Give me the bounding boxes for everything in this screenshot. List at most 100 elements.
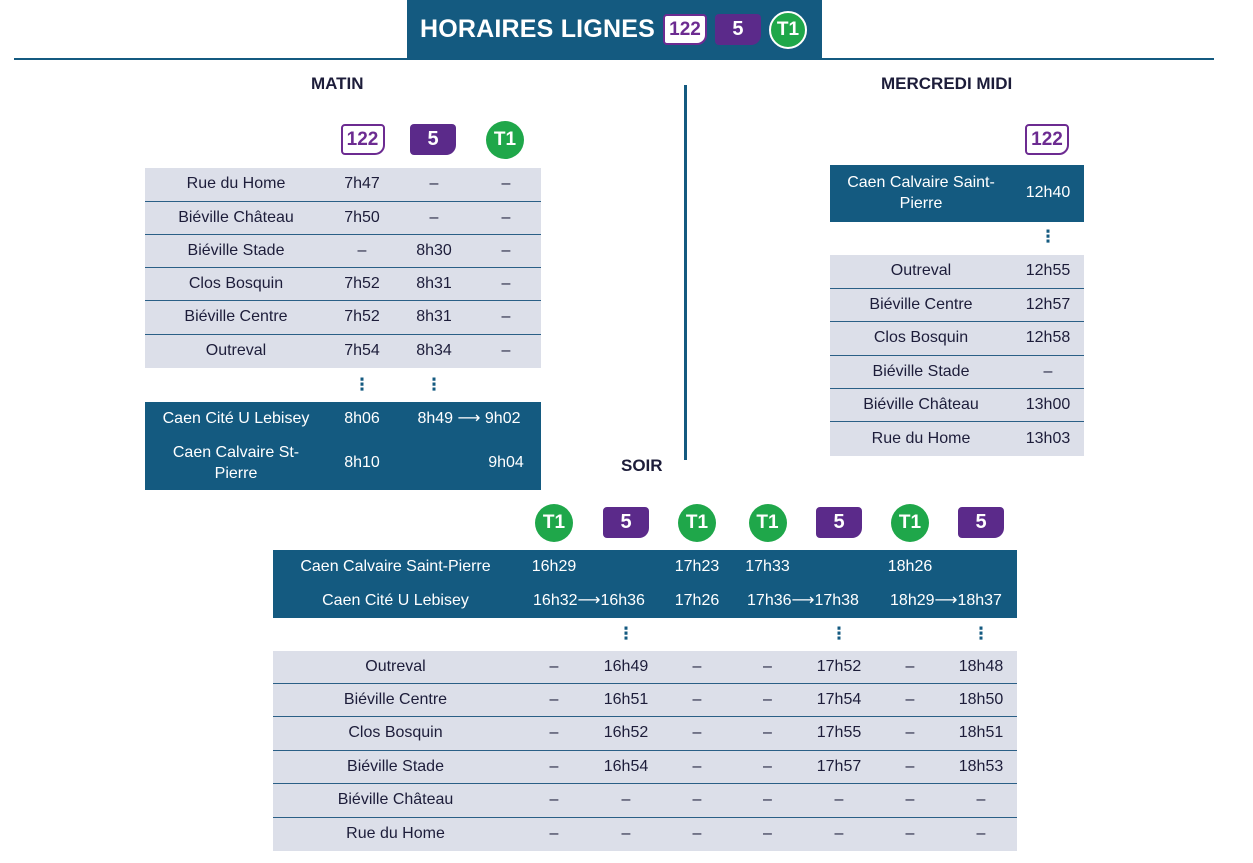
- time-cell: –: [549, 690, 559, 708]
- time-cell: –: [834, 825, 844, 843]
- line-5-badge: 5: [603, 507, 649, 538]
- table-row: Biéville Château 7h50 – –: [145, 202, 541, 235]
- soir-col-6: T1: [875, 504, 945, 542]
- table-row: Biéville Centre 7h52 8h31 –: [145, 301, 541, 335]
- mercredi-col-122: 122: [1024, 124, 1070, 155]
- table-row: Clos Bosquin 12h58: [830, 322, 1084, 356]
- continuation-dots: ⋮: [830, 624, 848, 643]
- time-cell: –: [692, 757, 702, 775]
- time-cell: 8h31: [416, 308, 452, 326]
- time-cell: –: [501, 308, 511, 326]
- soir-timetable: T1 5 T1 T1 5 T1 5 Caen Calvaire Saint-Pi…: [273, 503, 1017, 851]
- table-row: Outreval – 16h49 – – 17h52 – 18h48: [273, 651, 1017, 684]
- time-cell: 7h54: [344, 342, 380, 360]
- line-5-badge: 5: [816, 507, 862, 538]
- time-cell: 18h26: [887, 557, 933, 575]
- stop-name: Outreval: [890, 262, 952, 280]
- time-cell: –: [549, 757, 559, 775]
- time-cell: –: [501, 208, 511, 226]
- time-cell: 12h55: [1025, 262, 1071, 280]
- table-row: Caen Calvaire St-Pierre 8h10 9h04: [145, 437, 541, 490]
- time-cell: 17h23: [674, 557, 720, 575]
- table-row: Rue du Home 13h03: [830, 422, 1084, 456]
- time-cell: 7h50: [344, 208, 380, 226]
- time-cell: 9h04: [488, 454, 524, 472]
- time-cell: 16h52: [603, 724, 649, 742]
- continuation-dots: ⋮: [1039, 227, 1057, 246]
- time-cell: –: [692, 690, 702, 708]
- line-t1-badge: T1: [891, 504, 929, 542]
- stop-name: Biéville Centre: [343, 690, 448, 708]
- table-row: Outreval 12h55: [830, 255, 1084, 289]
- time-cell: –: [1043, 362, 1053, 380]
- time-cell: 18h29⟶18h37: [890, 591, 1002, 609]
- time-cell: 8h30: [416, 241, 452, 259]
- time-cell: –: [905, 724, 915, 742]
- table-row: Biéville Stade – 16h54 – – 17h57 – 18h53: [273, 751, 1017, 784]
- time-cell: –: [905, 657, 915, 675]
- time-cell: 17h26: [674, 591, 720, 609]
- line-t1-badge: T1: [748, 504, 787, 542]
- time-cell: 16h51: [603, 690, 649, 708]
- matin-col-t1: T1: [485, 121, 525, 159]
- time-cell: –: [429, 208, 439, 226]
- matin-col-5: 5: [410, 124, 456, 155]
- stop-name: Rue du Home: [186, 175, 286, 193]
- continuation-dots: ⋮: [617, 624, 635, 643]
- time-cell: –: [763, 791, 772, 809]
- page-title: HORAIRES LIGNES: [420, 15, 655, 43]
- time-cell: 8h31: [416, 274, 452, 292]
- soir-title: SOIR: [621, 456, 663, 475]
- table-row: Biéville Centre 12h57: [830, 289, 1084, 322]
- line-5-badge: 5: [714, 14, 761, 45]
- mercredi-title: MERCREDI MIDI: [881, 74, 1013, 93]
- time-cell: –: [763, 757, 772, 775]
- time-cell: 18h51: [958, 724, 1004, 742]
- time-cell: –: [763, 690, 772, 708]
- line-122-badge: 122: [662, 14, 707, 45]
- soir-col-2: 5: [590, 507, 662, 538]
- mercredi-timetable: 122 Caen Calvaire Saint-Pierre 12h40 ⋮ O…: [830, 122, 1084, 456]
- time-cell: 16h54: [603, 757, 649, 775]
- time-cell: –: [621, 791, 631, 809]
- stop-name: Biéville Château: [863, 395, 979, 413]
- time-cell: 13h00: [1025, 395, 1071, 413]
- header-rule: [14, 58, 1214, 60]
- time-cell: 17h36⟶17h38: [747, 591, 859, 609]
- time-cell: –: [357, 241, 367, 259]
- time-cell: 17h33: [745, 557, 790, 575]
- matin-title: MATIN: [311, 74, 364, 93]
- table-row: Caen Calvaire Saint-Pierre 16h29 17h23 1…: [273, 550, 1017, 584]
- time-cell: –: [429, 175, 439, 193]
- matin-timetable: 122 5 T1 Rue du Home 7h47 – – Biéville C…: [145, 120, 541, 492]
- stop-name: Clos Bosquin: [348, 724, 443, 742]
- time-cell: –: [501, 274, 511, 292]
- time-cell: –: [905, 757, 915, 775]
- time-cell: –: [905, 791, 915, 809]
- time-cell: –: [976, 825, 986, 843]
- time-cell: 12h57: [1025, 295, 1071, 313]
- line-122-badge: 122: [1025, 124, 1069, 155]
- table-row: Biéville Stade –: [830, 356, 1084, 389]
- time-cell: –: [692, 657, 702, 675]
- time-cell: 17h52: [816, 657, 862, 675]
- time-cell: 18h48: [958, 657, 1004, 675]
- line-t1-badge: T1: [678, 504, 716, 542]
- time-cell: –: [763, 724, 772, 742]
- time-cell: 18h50: [958, 690, 1004, 708]
- time-cell: –: [834, 791, 844, 809]
- stop-name: Biéville Stade: [872, 362, 970, 380]
- table-row: Rue du Home 7h47 – –: [145, 168, 541, 202]
- time-cell: –: [905, 690, 915, 708]
- line-t1-badge: T1: [535, 504, 573, 542]
- table-row: Biéville Château 13h00: [830, 389, 1084, 422]
- matin-col-122: 122: [340, 124, 385, 155]
- time-cell: 8h06: [344, 410, 380, 428]
- time-cell: –: [549, 825, 559, 843]
- time-cell: –: [763, 657, 772, 675]
- time-cell: –: [501, 175, 511, 193]
- stop-name: Caen Calvaire Saint-Pierre: [847, 173, 995, 212]
- soir-col-5: 5: [803, 507, 875, 538]
- table-row: Biéville Stade – 8h30 –: [145, 235, 541, 268]
- time-cell: 13h03: [1025, 429, 1071, 447]
